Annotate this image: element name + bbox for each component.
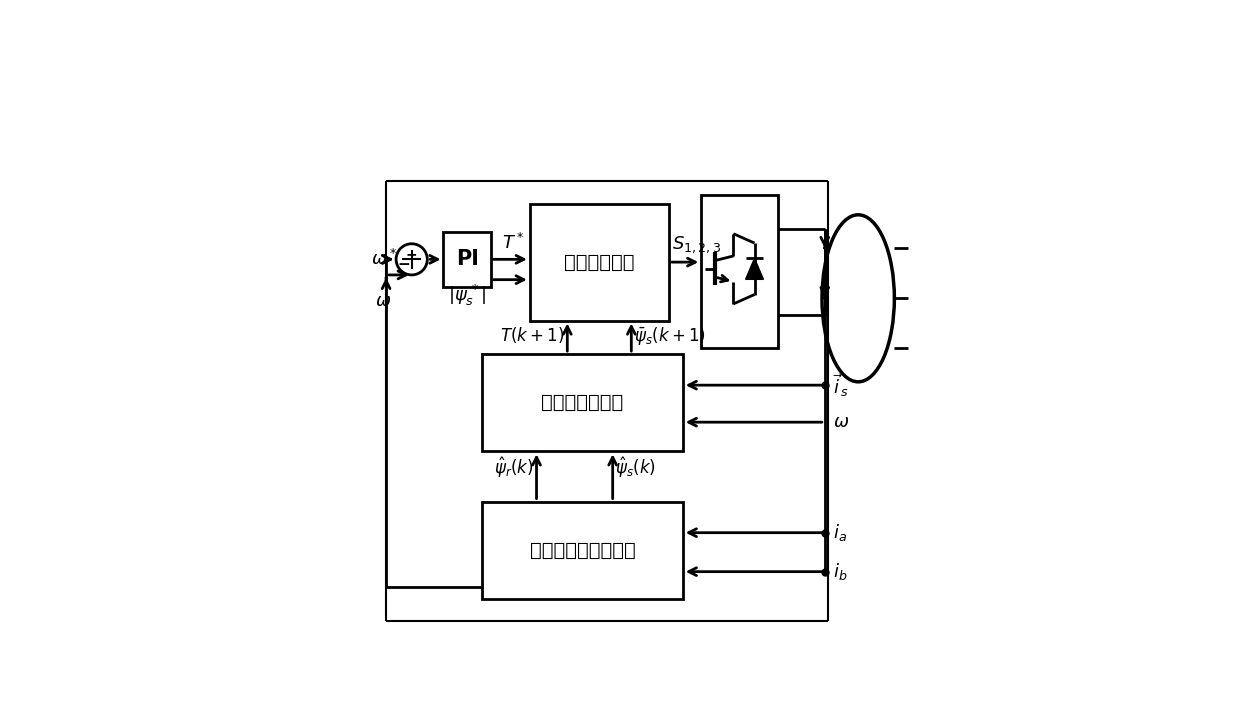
Text: 定子和转子磁链计算: 定子和转子磁链计算 (529, 541, 635, 560)
Text: $T(k+1)$: $T(k+1)$ (500, 325, 564, 345)
Text: $\omega$: $\omega$ (376, 292, 392, 310)
Text: +: + (405, 248, 418, 262)
Text: $\bar{\psi}_s(k+1)$: $\bar{\psi}_s(k+1)$ (634, 325, 706, 347)
Bar (529, 204, 668, 320)
Text: $\hat{\psi}_s(k)$: $\hat{\psi}_s(k)$ (615, 456, 656, 481)
Text: $|\psi_s^{\,*}|$: $|\psi_s^{\,*}|$ (448, 283, 486, 307)
Text: $\hat{\psi}_r(k)$: $\hat{\psi}_r(k)$ (494, 456, 533, 481)
Text: $\omega^*$: $\omega^*$ (371, 249, 397, 270)
Text: PI: PI (455, 249, 479, 270)
Text: $T^*$: $T^*$ (501, 233, 525, 252)
Text: $i_b$: $i_b$ (833, 561, 847, 582)
Text: 转矩和磁链预测: 转矩和磁链预测 (542, 393, 624, 412)
Text: 目标函数计算: 目标函数计算 (564, 252, 635, 272)
Bar (482, 502, 683, 599)
Text: $\vec{i}_{\,s}$: $\vec{i}_{\,s}$ (833, 372, 849, 398)
Text: $\omega$: $\omega$ (833, 413, 849, 431)
Bar (701, 195, 777, 348)
Text: $S_{1,2,3}$: $S_{1,2,3}$ (672, 234, 720, 255)
Bar (444, 231, 491, 287)
Polygon shape (745, 258, 764, 279)
Text: $i_a$: $i_a$ (833, 522, 847, 543)
Text: −: − (398, 257, 410, 273)
Bar (482, 354, 683, 451)
